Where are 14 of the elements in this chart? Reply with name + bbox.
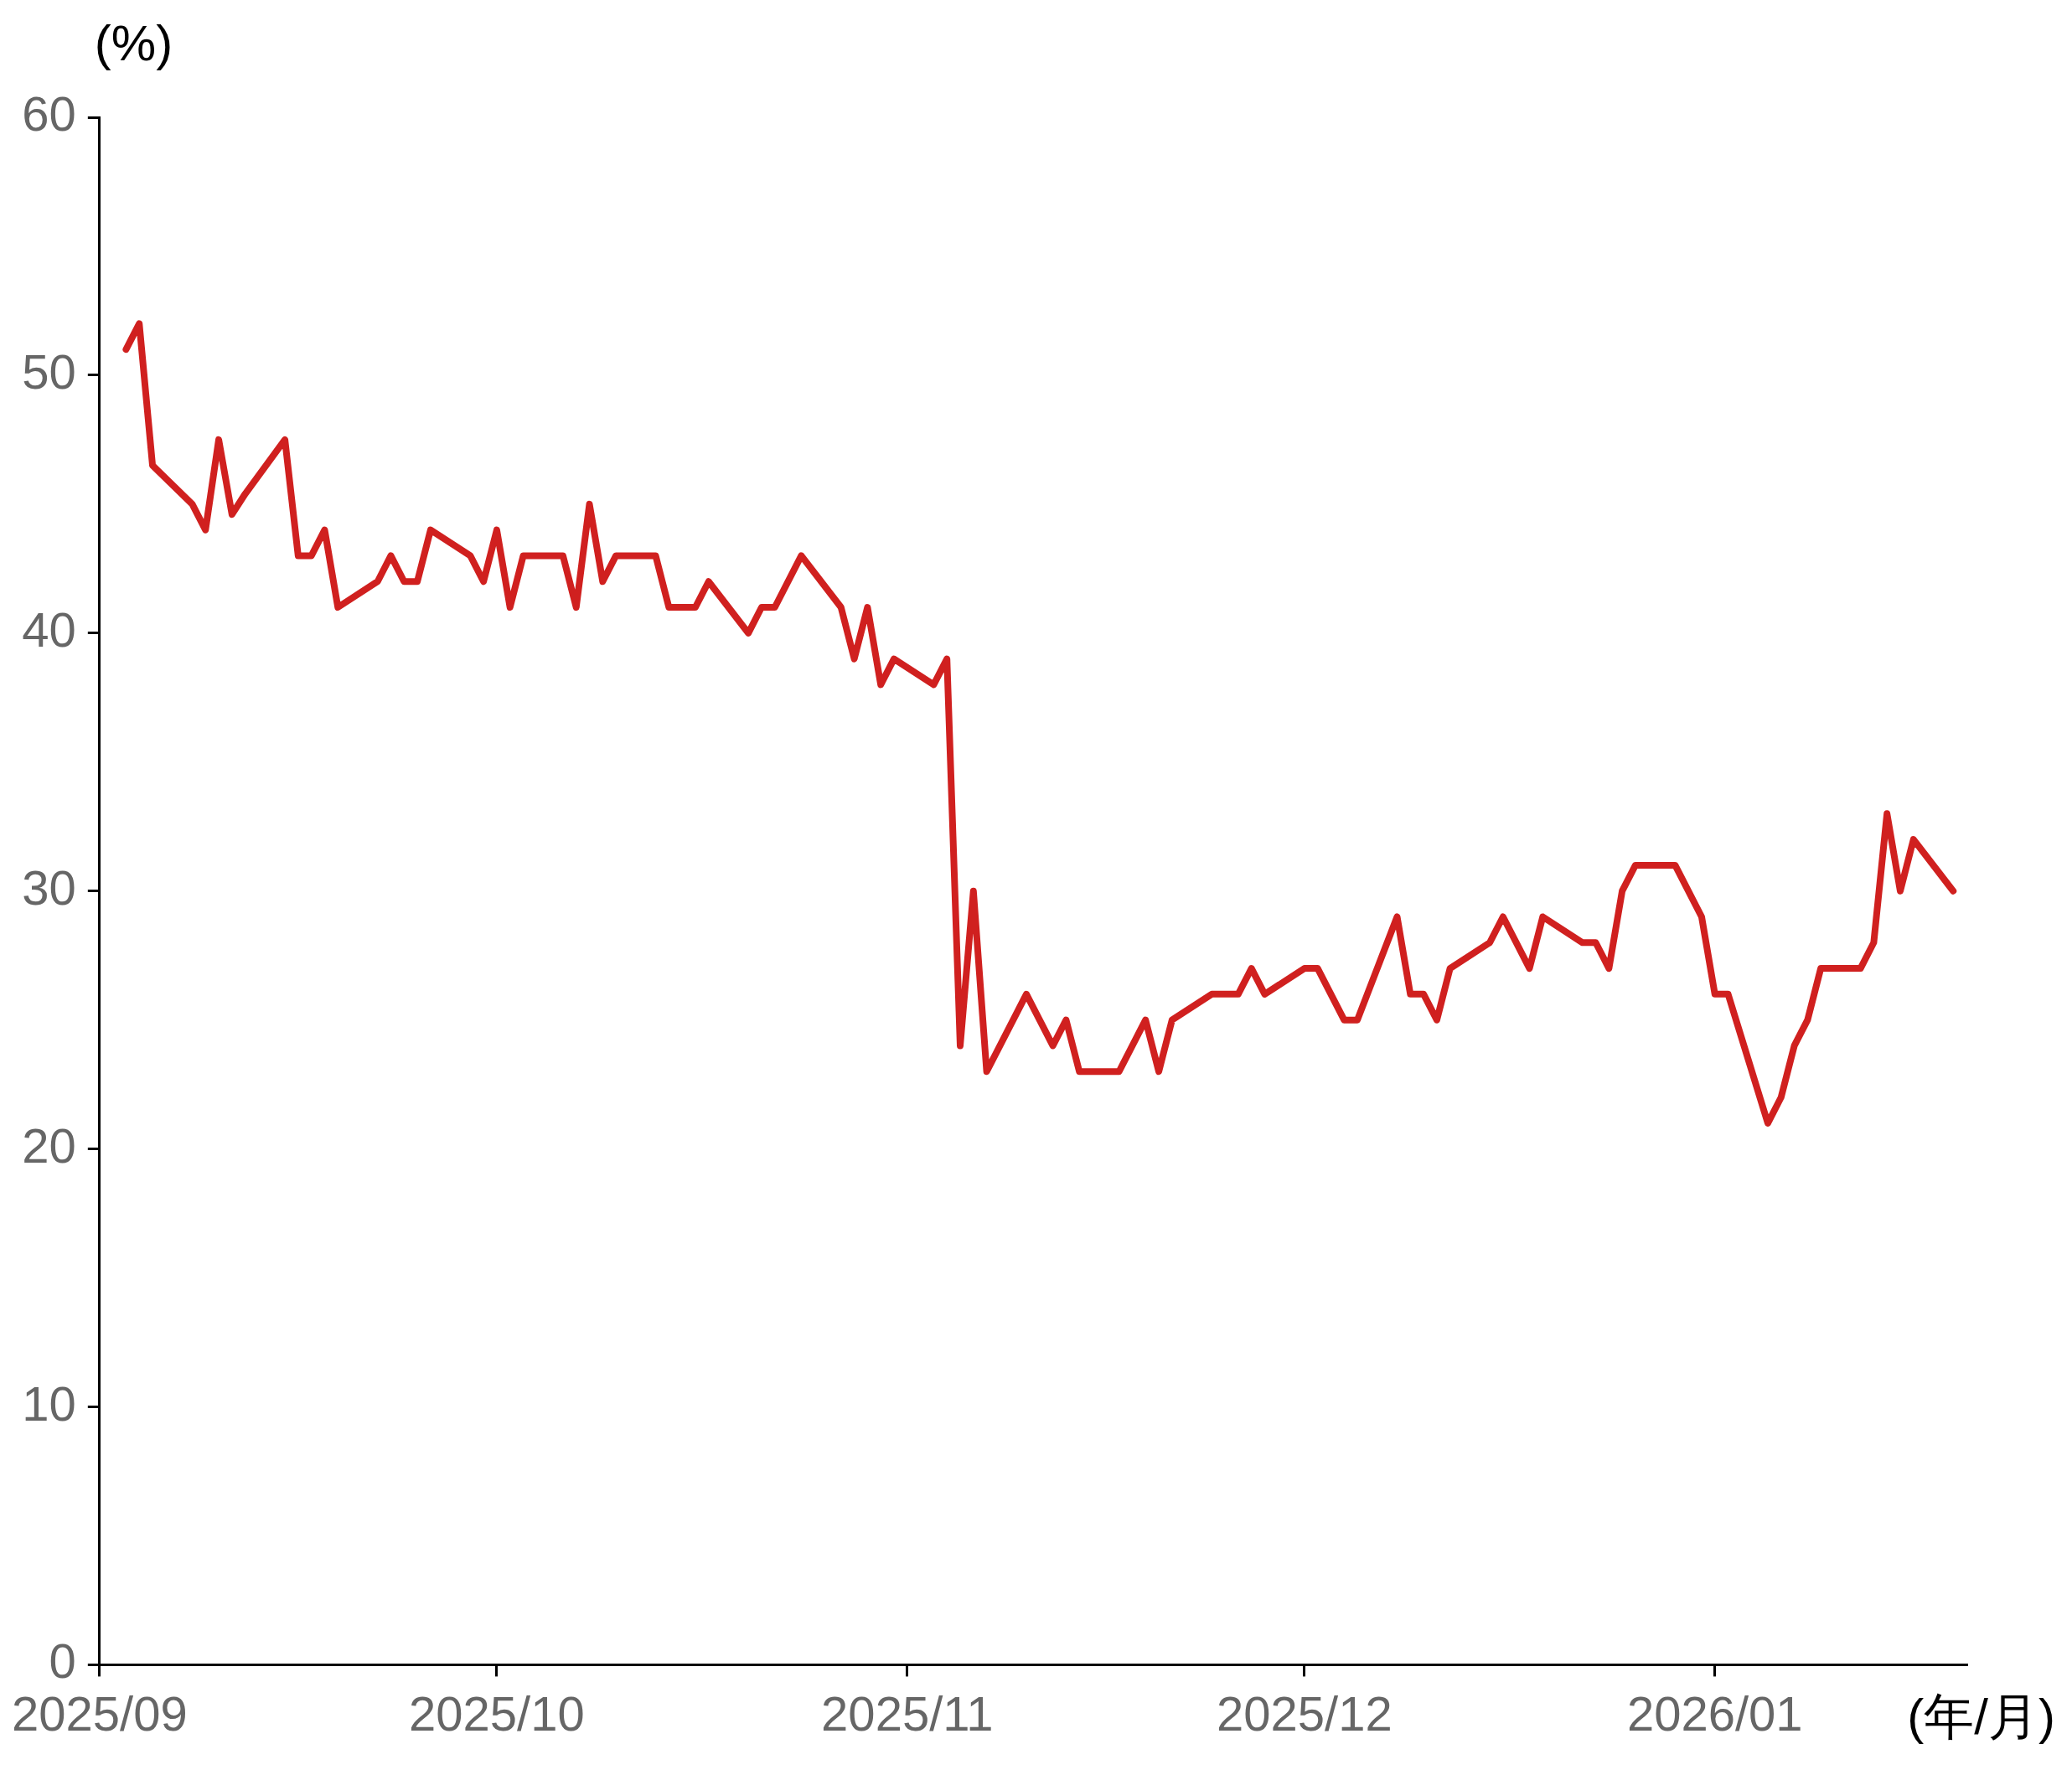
y-tick-label: 30 [22, 859, 76, 915]
y-tick-label: 0 [49, 1633, 76, 1689]
y-tick-label: 10 [22, 1375, 76, 1431]
y-tick-label: 60 [22, 86, 76, 141]
x-tick-label: 2025/10 [409, 1686, 585, 1741]
y-tick-label: 20 [22, 1117, 76, 1173]
x-axis-title: (年/月) [1907, 1688, 2055, 1745]
x-tick-label: 2025/12 [1217, 1686, 1393, 1741]
y-tick-label: 50 [22, 343, 76, 399]
x-tick-label: 2025/09 [12, 1686, 188, 1741]
x-tick-label: 2025/11 [821, 1686, 994, 1741]
y-tick-label: 40 [22, 601, 76, 657]
x-tick-label: 2026/01 [1626, 1686, 1803, 1741]
y-axis-title: (%) [94, 14, 173, 71]
